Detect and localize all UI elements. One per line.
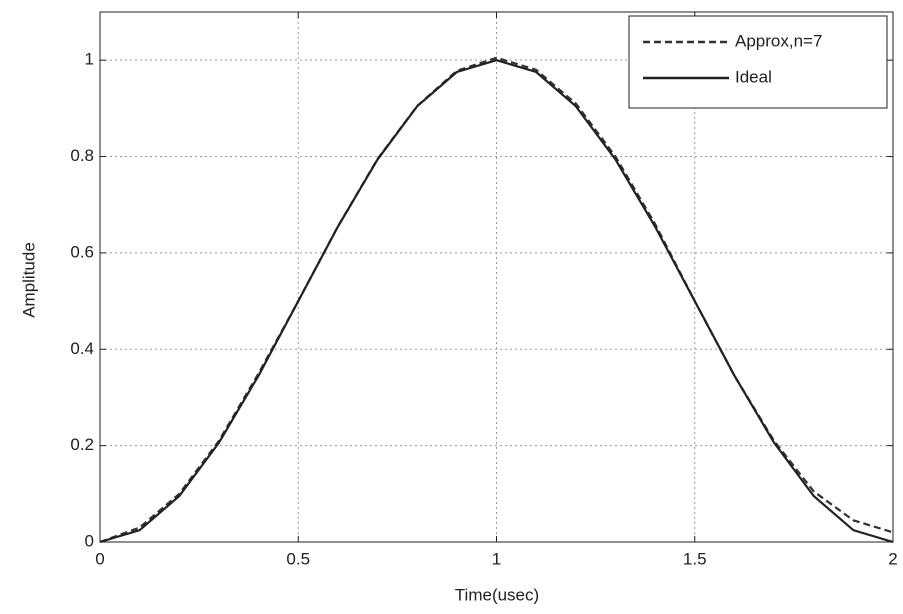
x-tick-label: 0.5 [286, 549, 310, 568]
chart: Time(usec) Amplitude 0 0.2 0.4 0.6 0.8 1 0 0.5 1… [0, 0, 903, 614]
y-tick-label: 1 [85, 50, 94, 69]
y-tick-label: 0 [85, 531, 94, 550]
x-tick-label: 0 [95, 549, 104, 568]
x-tick-label: 1.5 [683, 549, 707, 568]
y-tick-label: 0.4 [70, 339, 94, 358]
x-tick-label: 2 [888, 549, 897, 568]
y-tick-label: 0.2 [70, 435, 94, 454]
legend-box [629, 16, 887, 108]
y-tick-label: 0.8 [70, 146, 94, 165]
legend-label: Approx,n=7 [735, 31, 822, 50]
legend-label: Ideal [735, 67, 772, 86]
x-axis-label: Time(usec) [455, 585, 539, 604]
y-axis-label: Amplitude [19, 242, 38, 318]
y-tick-label: 0.6 [70, 242, 94, 261]
x-tick-label: 1 [492, 549, 501, 568]
